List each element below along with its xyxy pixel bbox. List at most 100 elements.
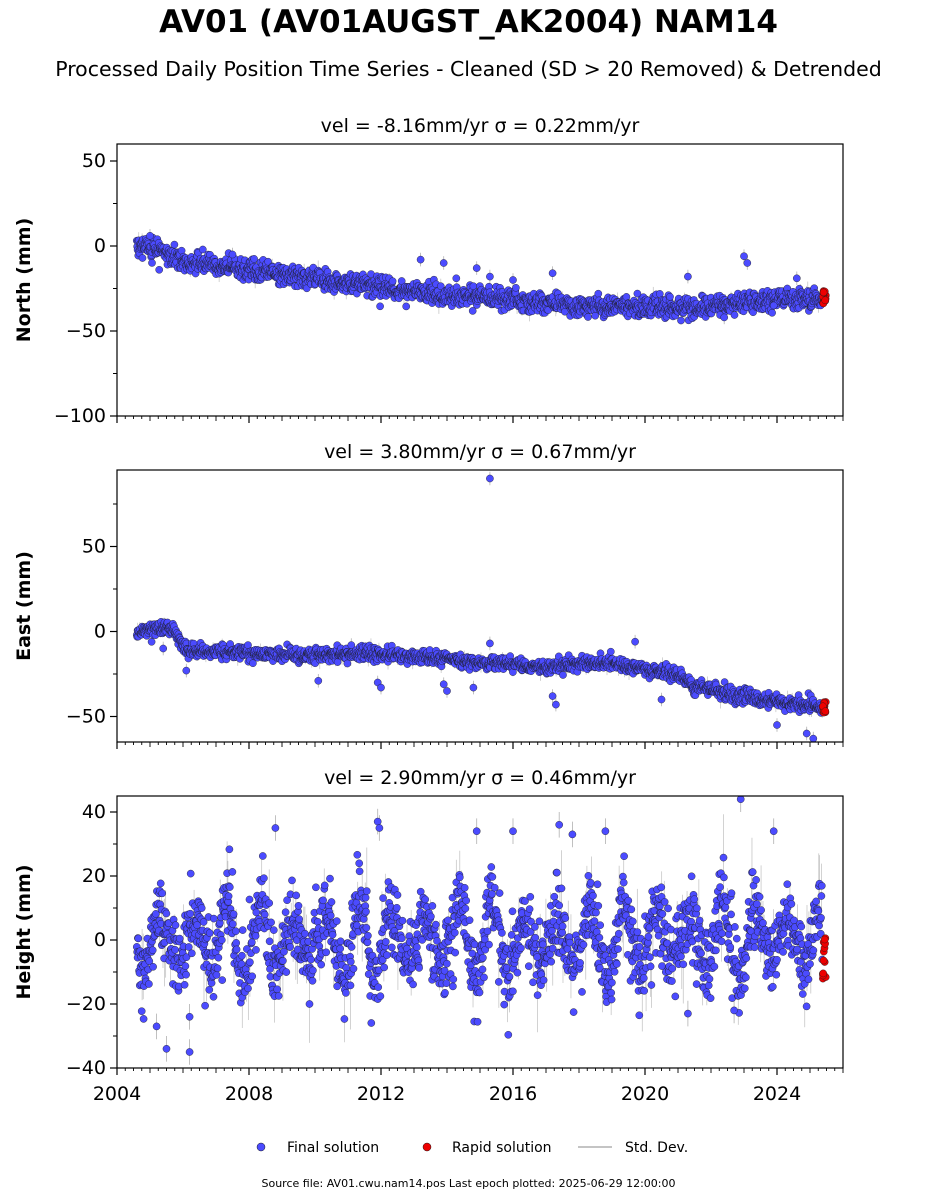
final-solution-point (288, 876, 296, 885)
final-solution-point (286, 943, 294, 951)
final-solution-point (260, 874, 268, 883)
final-solution-point (343, 659, 352, 668)
final-solution-point (381, 938, 390, 946)
final-solution-point (428, 902, 437, 910)
final-solution-point (139, 1015, 148, 1023)
final-solution-point (769, 301, 778, 310)
final-solution-point (340, 1015, 349, 1023)
final-solution-point (440, 966, 449, 975)
final-solution-point (740, 252, 748, 261)
plot-frame (116, 143, 844, 417)
final-solution-point (548, 269, 557, 278)
final-solution-point (657, 695, 666, 704)
final-solution-point (301, 929, 309, 938)
final-solution-point (347, 641, 356, 649)
final-solution-point (156, 879, 165, 888)
final-solution-point (355, 859, 364, 868)
final-solution-point (431, 920, 440, 929)
final-solution-point (182, 970, 190, 979)
final-solution-point (421, 895, 430, 904)
final-solution-point (252, 908, 261, 917)
final-solution-point (279, 957, 287, 965)
final-solution-point (552, 700, 560, 709)
final-solution-point (244, 984, 252, 993)
final-solution-point (449, 982, 457, 991)
final-solution-point (346, 958, 355, 966)
final-solution-point (247, 938, 256, 947)
final-solution-point (146, 231, 154, 240)
final-solution-point (413, 943, 421, 952)
final-solution-point (213, 964, 222, 973)
final-solution-point (442, 979, 451, 988)
final-solution-point (274, 992, 283, 1000)
final-solution-point (793, 274, 801, 283)
rapid-solution-point (821, 707, 830, 716)
final-solution-point (379, 894, 387, 902)
panel-title: vel = 3.80mm/yr σ = 0.67mm/yr (324, 441, 636, 463)
panel-north: −100 −50 0 50 vel = -8.16mm/yr σ = 0.22mm/yr… (13, 115, 844, 427)
final-solution-point (180, 981, 189, 989)
final-solution-point (486, 474, 494, 483)
final-solution-point (265, 937, 274, 946)
final-solution-point (319, 896, 327, 905)
final-solution-point (265, 899, 274, 907)
final-solution-point (138, 254, 147, 262)
final-solution-point (232, 939, 240, 947)
final-solution-point (439, 259, 448, 267)
rapid-solution-point (821, 296, 830, 305)
final-solution-point (258, 852, 267, 860)
final-solution-point (436, 282, 445, 291)
final-solution-point (238, 926, 247, 934)
final-solution-point (309, 966, 317, 975)
y-tick-label: −50 (66, 320, 106, 342)
final-solution-point (449, 975, 458, 984)
final-solution-point (328, 930, 337, 939)
final-solution-point (145, 957, 154, 966)
y-tick-label: 0 (94, 621, 106, 643)
final-solution-point (231, 927, 240, 936)
y-tick-label: 50 (82, 536, 106, 558)
final-solution-point (450, 928, 459, 937)
final-solution-point (743, 259, 752, 267)
final-solution-point (250, 255, 258, 263)
final-solution-point (212, 971, 221, 979)
final-solution-point (151, 910, 160, 918)
final-solution-point (559, 671, 567, 679)
y-axis-label: North (mm) (13, 218, 35, 343)
final-solution-point (361, 893, 370, 902)
final-solution-point (388, 277, 397, 286)
final-solution-point (364, 931, 372, 940)
final-solution-points (132, 231, 827, 325)
final-solution-point (228, 920, 237, 928)
final-solution-point (218, 976, 226, 984)
final-solution-point (158, 889, 166, 898)
final-solution-point (433, 937, 441, 945)
final-solution-point (245, 895, 254, 904)
rapid-solution-points (818, 698, 830, 717)
figure-subtitle: Processed Daily Position Time Series - C… (55, 57, 882, 81)
final-solution-point (193, 921, 201, 929)
final-solution-point (313, 918, 322, 926)
panel-title: vel = -8.16mm/yr σ = 0.22mm/yr (321, 115, 640, 137)
final-solution-point (320, 881, 329, 890)
final-solution-point (367, 1019, 376, 1027)
final-solution-point (149, 963, 157, 971)
final-solution-point (460, 884, 469, 892)
final-solution-point (305, 1000, 314, 1008)
final-solution-point (184, 943, 193, 951)
final-solution-point (380, 963, 389, 972)
final-solution-point (452, 274, 461, 283)
final-solution-point (134, 934, 143, 943)
figure-title: AV01 (AV01AUGST_AK2004) NAM14 (159, 4, 778, 40)
final-solution-point (282, 968, 291, 976)
final-solution-point (308, 977, 317, 985)
final-solution-point (730, 311, 739, 319)
final-solution-point (443, 959, 451, 968)
final-solution-point (393, 891, 402, 899)
final-solution-point (201, 1001, 209, 1010)
final-solution-point (147, 638, 156, 646)
final-solution-point (159, 644, 167, 653)
final-solution-point (225, 845, 234, 854)
final-solution-point (355, 867, 364, 876)
